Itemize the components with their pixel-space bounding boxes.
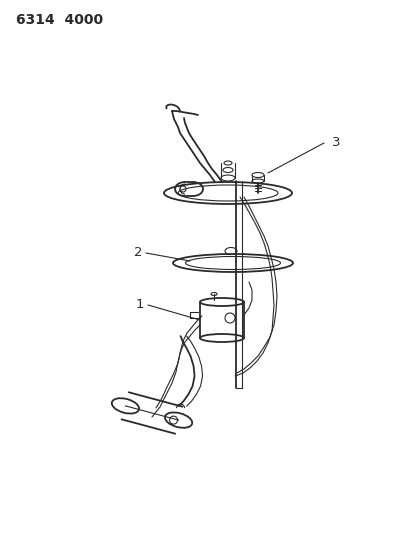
Text: 6314  4000: 6314 4000 [16,13,103,27]
Text: 1: 1 [136,298,144,311]
Text: 3: 3 [332,136,341,149]
Text: 2: 2 [134,246,142,260]
